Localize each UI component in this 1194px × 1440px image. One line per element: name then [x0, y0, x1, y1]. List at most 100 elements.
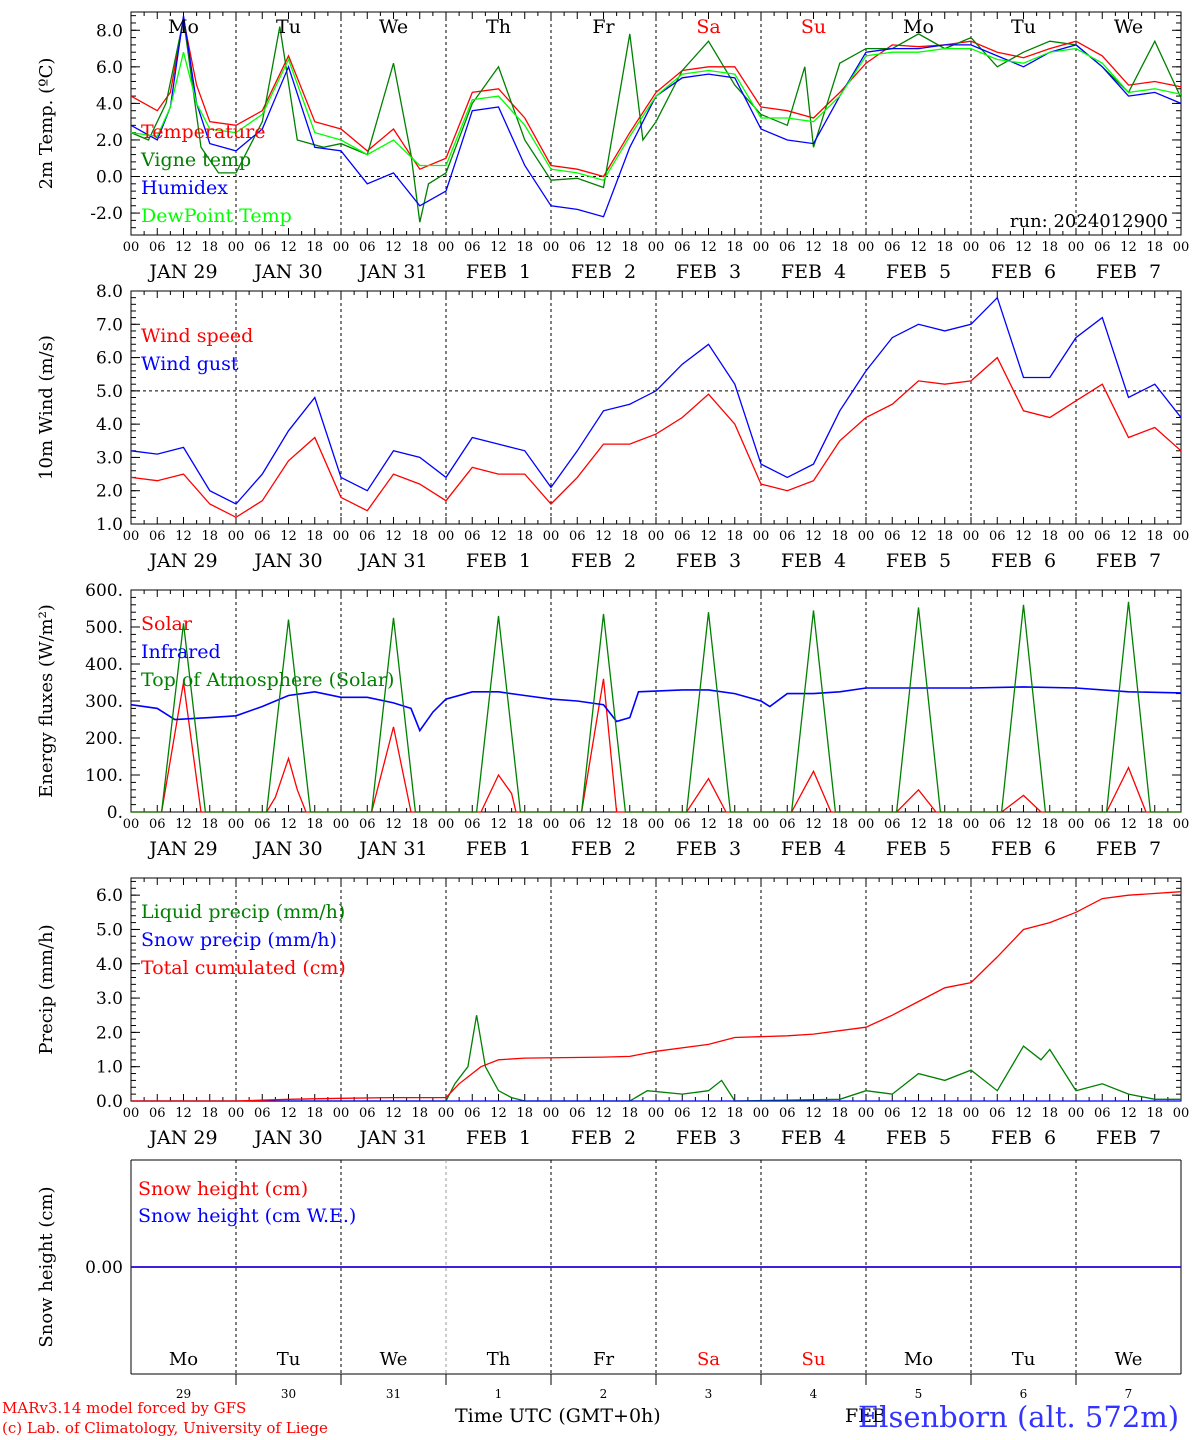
hour-tick-label: 18	[1146, 1106, 1163, 1121]
hour-tick-label: 06	[779, 817, 796, 832]
hour-tick-label: 00	[438, 1106, 455, 1121]
y-tick-label: 8.0	[96, 282, 123, 302]
weekday-label-top: Th	[486, 16, 511, 38]
weekday-label-top: Mo	[168, 16, 199, 38]
hour-tick-label: 00	[438, 817, 455, 832]
date-label: FEB 7	[1096, 550, 1161, 572]
hour-tick-label: 12	[280, 817, 297, 832]
hour-tick-label: 12	[280, 529, 297, 544]
day-number-label: 29	[176, 1387, 191, 1401]
hour-tick-label: 18	[201, 240, 218, 255]
date-label: FEB 1	[466, 1127, 531, 1149]
hour-tick-label: 00	[648, 1106, 665, 1121]
hour-tick-label: 06	[359, 1106, 376, 1121]
hour-tick-label: 00	[1173, 817, 1190, 832]
hour-tick-label: 12	[280, 1106, 297, 1121]
hour-tick-label: 06	[1094, 1106, 1111, 1121]
weekday-label-bottom: Mo	[169, 1349, 198, 1370]
weekday-label-bottom: Tu	[1012, 1349, 1036, 1370]
y-tick-label: 400.	[85, 655, 123, 675]
hour-tick-label: 00	[123, 1106, 140, 1121]
hour-tick-label: 12	[805, 817, 822, 832]
y-tick-label: 500.	[85, 618, 123, 638]
weekday-label-bottom: We	[380, 1349, 408, 1370]
y-tick-label: 4.0	[96, 955, 123, 975]
hour-tick-label: 18	[306, 240, 323, 255]
hour-tick-label: 00	[123, 817, 140, 832]
y-tick-label: 2.0	[96, 482, 123, 502]
hour-tick-label: 00	[858, 240, 875, 255]
hour-tick-label: 18	[1146, 240, 1163, 255]
hour-tick-label: 06	[569, 529, 586, 544]
hour-tick-label: 18	[936, 529, 953, 544]
hour-tick-label: 00	[753, 529, 770, 544]
hour-tick-label: 18	[1146, 529, 1163, 544]
date-label: FEB 6	[991, 838, 1056, 860]
station-label: Elsenborn (alt. 572m)	[858, 1400, 1180, 1434]
y-tick-label: 3.0	[96, 448, 123, 468]
hour-tick-label: 12	[385, 1106, 402, 1121]
hour-tick-label: 18	[201, 817, 218, 832]
hour-tick-label: 18	[516, 817, 533, 832]
hour-tick-label: 06	[149, 240, 166, 255]
hour-tick-label: 00	[543, 817, 560, 832]
hour-tick-label: 06	[359, 817, 376, 832]
legend-entry: Wind speed	[141, 325, 253, 347]
legend-entry: DewPoint Temp	[141, 205, 292, 227]
hour-tick-label: 12	[1120, 240, 1137, 255]
hour-tick-label: 06	[884, 817, 901, 832]
date-label: FEB 2	[571, 550, 636, 572]
date-label: JAN 31	[357, 261, 427, 283]
hour-tick-label: 06	[884, 1106, 901, 1121]
legend-entry: Snow height (cm W.E.)	[138, 1205, 356, 1227]
day-number-label: 6	[1020, 1387, 1028, 1401]
hour-tick-label: 12	[1120, 529, 1137, 544]
hour-tick-label: 12	[595, 240, 612, 255]
hour-tick-label: 18	[516, 240, 533, 255]
hour-tick-label: 18	[1146, 817, 1163, 832]
hour-tick-label: 00	[753, 240, 770, 255]
energy-panel: 0. 100. 200. 300. 400. 500. 600. Energy fluxes …	[36, 581, 1189, 860]
date-label: JAN 31	[357, 838, 427, 860]
hour-tick-label: 00	[858, 817, 875, 832]
y-axis-label: Energy fluxes (W/m²)	[36, 604, 57, 798]
hour-tick-label: 18	[516, 529, 533, 544]
hour-tick-label: 12	[1015, 817, 1032, 832]
hour-tick-label: 12	[910, 529, 927, 544]
date-label: FEB 5	[886, 1127, 951, 1149]
date-label: FEB 4	[781, 838, 846, 860]
hour-tick-label: 00	[858, 1106, 875, 1121]
hour-tick-label: 12	[1120, 817, 1137, 832]
date-label: FEB 3	[676, 838, 741, 860]
y-tick-label: 100.	[85, 766, 123, 786]
date-label: FEB 7	[1096, 1127, 1161, 1149]
date-label: JAN 30	[252, 838, 322, 860]
date-label: FEB 3	[676, 261, 741, 283]
hour-tick-label: 06	[674, 529, 691, 544]
y-axis-label: Snow height (cm)	[36, 1186, 57, 1347]
weekday-label-top: Su	[801, 16, 826, 38]
hour-tick-label: 12	[805, 529, 822, 544]
hour-tick-label: 18	[306, 1106, 323, 1121]
hour-tick-label: 06	[359, 240, 376, 255]
month-label: FEB	[845, 1405, 887, 1427]
hour-tick-label: 00	[543, 1106, 560, 1121]
weekday-label-top: Fr	[592, 16, 615, 38]
date-label: JAN 31	[357, 550, 427, 572]
hour-tick-label: 12	[700, 817, 717, 832]
y-tick-label: 5.0	[96, 382, 123, 402]
hour-tick-label: 06	[674, 817, 691, 832]
y-tick-label: 6.0	[96, 886, 123, 906]
y-tick-label: 6.0	[96, 58, 123, 78]
hour-tick-label: 06	[989, 529, 1006, 544]
weekday-label-bottom: We	[1115, 1349, 1143, 1370]
series-line-dewpoint-temp	[130, 47, 1182, 181]
hour-tick-label: 00	[1068, 817, 1085, 832]
hour-tick-label: 00	[1173, 529, 1190, 544]
weekday-label-bottom: Su	[802, 1349, 826, 1370]
weekday-label-top: We	[379, 16, 408, 38]
hour-tick-label: 00	[438, 529, 455, 544]
temperature-frame	[130, 11, 1182, 236]
hour-tick-label: 18	[936, 1106, 953, 1121]
